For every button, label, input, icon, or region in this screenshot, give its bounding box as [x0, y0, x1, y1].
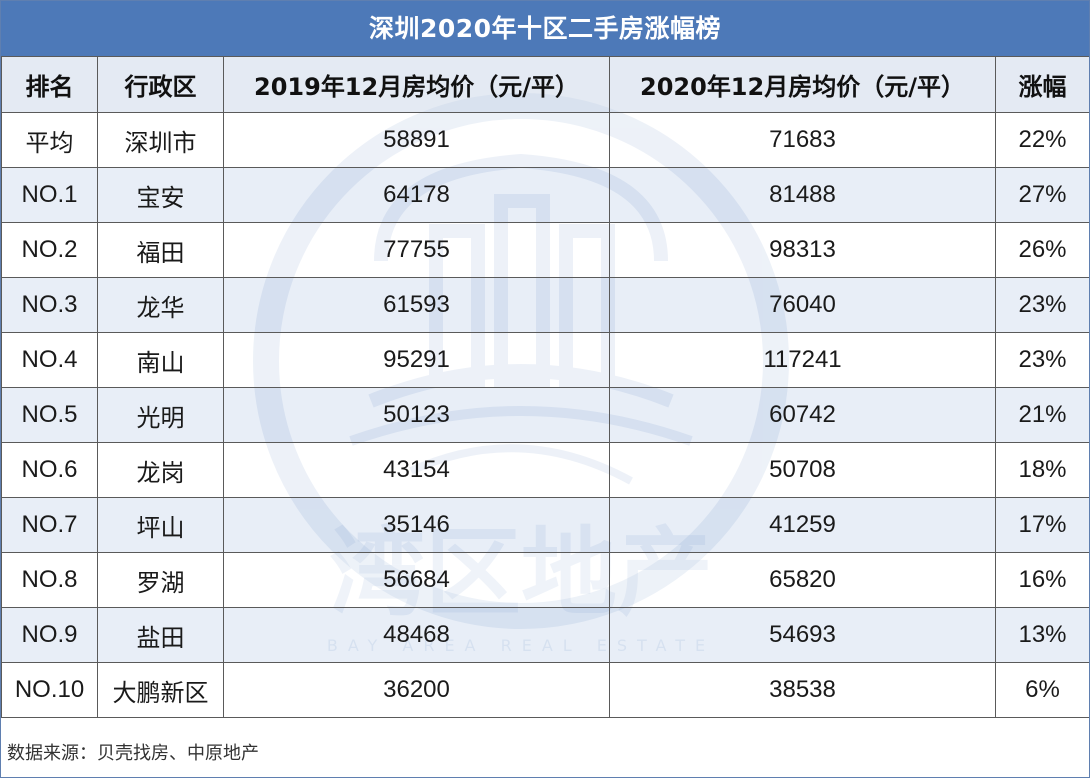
table-row: NO.7 坪山 35146 41259 17% [1, 497, 1089, 553]
header-row: 排名 行政区 2019年12月房均价（元/平） 2020年12月房均价（元/平）… [1, 56, 1089, 113]
table-row: NO.9 盐田 48468 54693 13% [1, 607, 1089, 663]
ranking-table: 排名 行政区 2019年12月房均价（元/平） 2020年12月房均价（元/平）… [1, 56, 1089, 718]
table-row: NO.10 大鹏新区 36200 38538 6% [1, 662, 1089, 718]
price-2020-cell: 54693 [609, 607, 996, 663]
source-note: 数据来源：贝壳找房、中原地产 [7, 743, 259, 764]
table-title: 深圳2020年十区二手房涨幅榜 [1, 1, 1089, 56]
change-cell: 16% [995, 552, 1089, 608]
header-change: 涨幅 [995, 56, 1089, 113]
change-cell: 6% [995, 662, 1089, 718]
district-cell: 宝安 [97, 167, 224, 223]
header-price-2020: 2020年12月房均价（元/平） [609, 56, 996, 113]
table-row: NO.6 龙岗 43154 50708 18% [1, 442, 1089, 498]
rank-cell: 平均 [1, 112, 98, 168]
price-2020-cell: 65820 [609, 552, 996, 608]
price-2019-cell: 50123 [223, 387, 610, 443]
change-cell: 18% [995, 442, 1089, 498]
price-2020-cell: 98313 [609, 222, 996, 278]
change-cell: 26% [995, 222, 1089, 278]
rank-cell: NO.8 [1, 552, 98, 608]
change-cell: 23% [995, 332, 1089, 388]
price-2019-cell: 48468 [223, 607, 610, 663]
rank-cell: NO.3 [1, 277, 98, 333]
district-cell: 龙岗 [97, 442, 224, 498]
header-rank: 排名 [1, 56, 98, 113]
price-2019-cell: 64178 [223, 167, 610, 223]
rank-cell: NO.7 [1, 497, 98, 553]
price-2019-cell: 35146 [223, 497, 610, 553]
price-2020-cell: 60742 [609, 387, 996, 443]
rank-cell: NO.1 [1, 167, 98, 223]
price-2019-cell: 61593 [223, 277, 610, 333]
change-cell: 21% [995, 387, 1089, 443]
district-cell: 坪山 [97, 497, 224, 553]
rank-cell: NO.2 [1, 222, 98, 278]
price-2020-cell: 117241 [609, 332, 996, 388]
district-cell: 南山 [97, 332, 224, 388]
table-row: NO.2 福田 77755 98313 26% [1, 222, 1089, 278]
district-cell: 龙华 [97, 277, 224, 333]
district-cell: 罗湖 [97, 552, 224, 608]
change-cell: 13% [995, 607, 1089, 663]
district-cell: 盐田 [97, 607, 224, 663]
rank-cell: NO.9 [1, 607, 98, 663]
header-district: 行政区 [97, 56, 224, 113]
price-2020-cell: 41259 [609, 497, 996, 553]
district-cell: 福田 [97, 222, 224, 278]
price-2019-cell: 58891 [223, 112, 610, 168]
price-2019-cell: 56684 [223, 552, 610, 608]
district-cell: 光明 [97, 387, 224, 443]
district-cell: 大鹏新区 [97, 662, 224, 718]
table-row: 平均 深圳市 58891 71683 22% [1, 112, 1089, 168]
rank-cell: NO.10 [1, 662, 98, 718]
table-row: NO.5 光明 50123 60742 21% [1, 387, 1089, 443]
table-row: NO.8 罗湖 56684 65820 16% [1, 552, 1089, 608]
price-2020-cell: 81488 [609, 167, 996, 223]
rank-cell: NO.5 [1, 387, 98, 443]
price-2020-cell: 71683 [609, 112, 996, 168]
district-cell: 深圳市 [97, 112, 224, 168]
price-2020-cell: 50708 [609, 442, 996, 498]
table-row: NO.3 龙华 61593 76040 23% [1, 277, 1089, 333]
table-row: NO.1 宝安 64178 81488 27% [1, 167, 1089, 223]
rank-cell: NO.6 [1, 442, 98, 498]
price-2019-cell: 77755 [223, 222, 610, 278]
header-price-2019: 2019年12月房均价（元/平） [223, 56, 610, 113]
change-cell: 23% [995, 277, 1089, 333]
table-row: NO.4 南山 95291 117241 23% [1, 332, 1089, 388]
price-2019-cell: 36200 [223, 662, 610, 718]
change-cell: 22% [995, 112, 1089, 168]
price-2020-cell: 76040 [609, 277, 996, 333]
rank-cell: NO.4 [1, 332, 98, 388]
price-2019-cell: 95291 [223, 332, 610, 388]
price-2020-cell: 38538 [609, 662, 996, 718]
change-cell: 27% [995, 167, 1089, 223]
change-cell: 17% [995, 497, 1089, 553]
price-2019-cell: 43154 [223, 442, 610, 498]
